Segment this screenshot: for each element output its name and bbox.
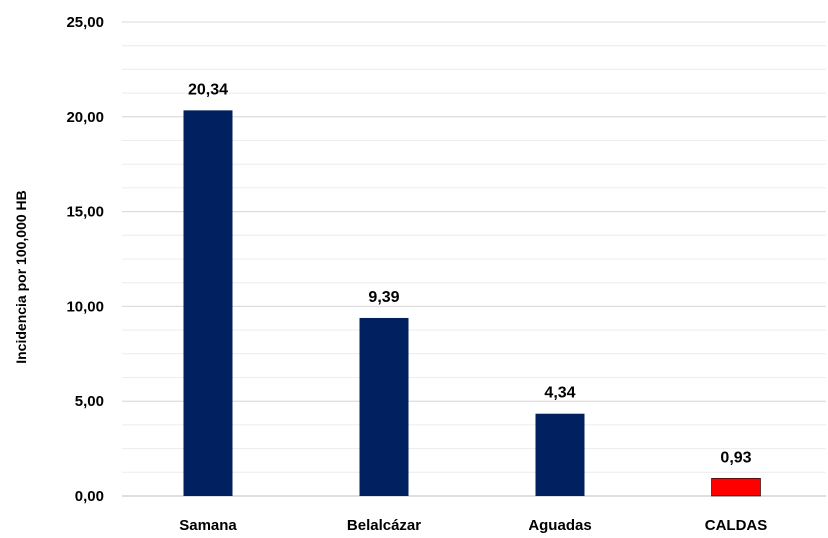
y-tick-label: 20,00	[66, 109, 104, 126]
y-tick-label: 25,00	[66, 14, 104, 31]
y-tick-label: 5,00	[75, 393, 104, 410]
data-label: 20,34	[188, 81, 228, 98]
y-tick-label: 10,00	[66, 298, 104, 315]
x-tick-label: Aguadas	[528, 517, 591, 533]
data-label: 0,93	[720, 449, 751, 466]
x-tick-label: CALDAS	[705, 517, 768, 533]
x-tick-label: Belalcázar	[347, 517, 421, 533]
x-tick-label: Samana	[179, 517, 237, 533]
bar-aguadas	[535, 413, 585, 496]
data-label: 9,39	[368, 289, 399, 306]
bar-caldas	[711, 478, 761, 497]
bar-samana	[183, 110, 233, 496]
data-label: 4,34	[544, 385, 575, 402]
bar-belalcázar	[359, 317, 409, 496]
y-tick-label: 0,00	[75, 488, 104, 505]
y-tick-label: 15,00	[66, 204, 104, 221]
